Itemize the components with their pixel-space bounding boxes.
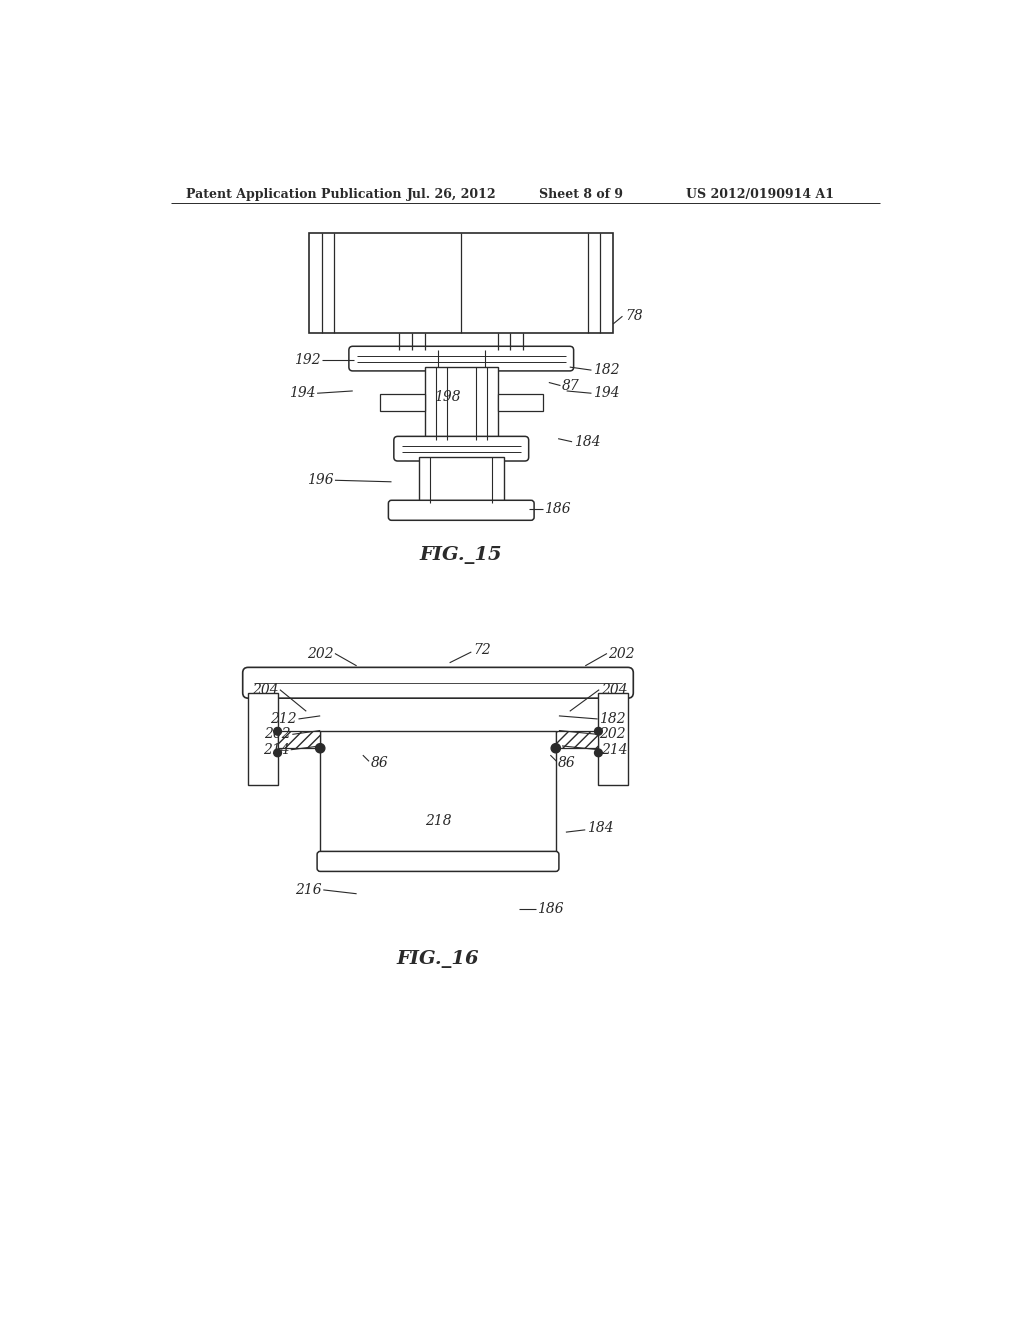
Text: 194: 194 xyxy=(593,387,620,400)
Text: FIG._15: FIG._15 xyxy=(420,546,503,564)
FancyBboxPatch shape xyxy=(349,346,573,371)
Bar xyxy=(380,393,425,411)
Text: 78: 78 xyxy=(626,309,643,323)
Text: 186: 186 xyxy=(538,902,564,916)
Text: US 2012/0190914 A1: US 2012/0190914 A1 xyxy=(686,187,834,201)
Text: 182: 182 xyxy=(599,711,626,726)
Text: 202: 202 xyxy=(264,727,291,742)
Bar xyxy=(419,457,504,503)
Text: Sheet 8 of 9: Sheet 8 of 9 xyxy=(539,187,623,201)
Text: 182: 182 xyxy=(593,363,620,378)
Text: 86: 86 xyxy=(371,756,388,770)
Text: Jul. 26, 2012: Jul. 26, 2012 xyxy=(407,187,497,201)
FancyBboxPatch shape xyxy=(243,668,633,698)
Text: 204: 204 xyxy=(252,682,279,697)
Text: 214: 214 xyxy=(601,743,628,756)
Circle shape xyxy=(551,743,560,752)
FancyBboxPatch shape xyxy=(388,500,535,520)
Text: 202: 202 xyxy=(599,727,626,742)
Bar xyxy=(248,693,278,785)
Bar xyxy=(308,234,613,333)
Text: 196: 196 xyxy=(307,474,334,487)
Text: 186: 186 xyxy=(544,502,570,516)
Text: 216: 216 xyxy=(295,883,322,896)
Bar xyxy=(498,393,543,411)
Text: 218: 218 xyxy=(425,813,452,828)
Text: 202: 202 xyxy=(307,647,334,660)
Text: Patent Application Publication: Patent Application Publication xyxy=(186,187,401,201)
Text: 184: 184 xyxy=(587,821,613,836)
Text: 202: 202 xyxy=(608,647,635,660)
Bar xyxy=(425,367,498,441)
Text: 198: 198 xyxy=(434,391,461,404)
Text: 194: 194 xyxy=(289,387,315,400)
Text: 87: 87 xyxy=(562,379,580,392)
Text: 214: 214 xyxy=(262,743,289,756)
Text: FIG._16: FIG._16 xyxy=(396,950,479,968)
Circle shape xyxy=(273,727,282,735)
Bar xyxy=(556,731,598,748)
Text: 204: 204 xyxy=(601,682,628,697)
Text: 86: 86 xyxy=(558,756,575,770)
Bar xyxy=(321,731,556,854)
Circle shape xyxy=(315,743,325,752)
Circle shape xyxy=(595,727,602,735)
Text: 184: 184 xyxy=(573,434,600,449)
FancyBboxPatch shape xyxy=(317,851,559,871)
Bar xyxy=(598,693,628,785)
Circle shape xyxy=(273,748,282,756)
Text: 212: 212 xyxy=(270,711,297,726)
FancyBboxPatch shape xyxy=(394,437,528,461)
Text: 192: 192 xyxy=(294,354,321,367)
Circle shape xyxy=(595,748,602,756)
Text: 72: 72 xyxy=(473,643,490,657)
Bar xyxy=(278,731,321,748)
